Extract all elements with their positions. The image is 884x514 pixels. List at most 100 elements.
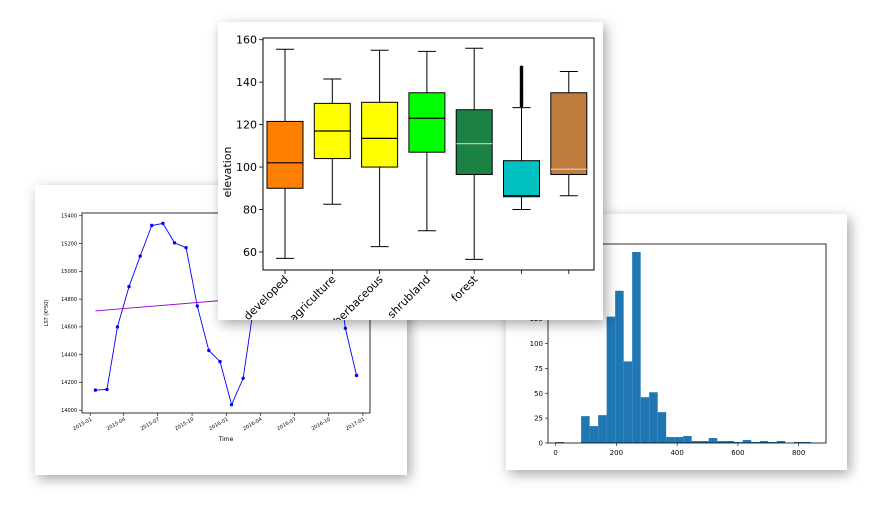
x-tick-label: agriculture: [287, 273, 339, 320]
box-iqr: [408, 92, 446, 153]
histogram-bar: [649, 392, 658, 443]
histogram-bar: [759, 441, 769, 443]
series-line: [344, 328, 358, 376]
box-element: [361, 49, 399, 248]
data-point: [115, 325, 120, 329]
histogram-bar: [776, 441, 786, 443]
y-tick-label: 15000: [61, 269, 77, 275]
box-iqr: [361, 101, 399, 168]
y-tick-label: 25: [534, 415, 543, 423]
histogram-bar: [793, 442, 803, 443]
histogram-bar: [598, 415, 607, 443]
y-tick-label: 15200: [61, 241, 77, 247]
y-tick-label: 0: [539, 440, 543, 448]
histogram-bar: [708, 438, 718, 443]
x-tick-label: 2015-07: [140, 417, 161, 433]
y-tick-label: 100: [236, 161, 257, 174]
box-element: [266, 48, 304, 259]
box-element: [550, 71, 588, 197]
elevation-boxplot-card: 60 80 100 120 140 160 developed agriculture her…: [218, 22, 603, 320]
x-tick-label: 2016-07: [276, 417, 297, 433]
data-point: [229, 402, 234, 407]
histogram-bar: [615, 290, 624, 443]
y-tick-label: 100: [530, 340, 543, 348]
y-axis-label: elevation: [221, 147, 234, 198]
histogram-bar: [734, 442, 743, 443]
data-point: [241, 376, 245, 380]
x-tick-label: 400: [670, 449, 683, 457]
y-tick-label: 60: [243, 246, 257, 259]
box-element: [503, 65, 540, 211]
x-tick-label: 0: [553, 449, 557, 457]
histogram-bar: [589, 426, 599, 443]
y-tick-label: 14800: [61, 297, 77, 303]
histogram-bar: [640, 397, 650, 443]
y-tick-label: 15400: [61, 214, 77, 220]
histogram-bar: [768, 442, 777, 443]
box-element: [313, 78, 351, 205]
y-tick-label: 50: [534, 390, 543, 398]
histogram-bar: [666, 437, 675, 443]
plot-frame: [547, 243, 827, 444]
data-point: [184, 246, 188, 250]
data-point: [172, 241, 177, 245]
data-point: [343, 326, 348, 330]
x-tick-label: 2017-01: [345, 417, 366, 433]
x-tick-label: 200: [610, 449, 623, 457]
histogram-bar: [717, 441, 726, 443]
outlier-point: [519, 65, 524, 70]
box-iqr: [503, 160, 540, 198]
x-tick-label: 2016-10: [310, 417, 331, 433]
lst-time-series-chart: 14000 14200 14400 14600 14800 15000 15200 15400…: [44, 212, 371, 443]
x-tick-label: 2015-01: [72, 417, 93, 433]
data-point: [354, 373, 359, 378]
y-tick-label: 120: [236, 119, 257, 132]
x-tick-label: 2015-10: [174, 417, 195, 433]
y-tick-label: 80: [243, 204, 257, 217]
x-tick-label: 600: [731, 449, 744, 457]
histogram-bar: [691, 441, 701, 443]
data-point: [138, 254, 142, 258]
histogram-bar: [623, 361, 633, 443]
y-axis-label: LST (K*50): [44, 300, 50, 327]
y-tick-label: 140: [236, 76, 257, 89]
x-tick-label: herbaceous: [331, 273, 386, 320]
histogram-bar: [632, 251, 641, 443]
x-tick-label: forest: [449, 272, 481, 304]
x-tick-label: developed: [241, 273, 291, 320]
box-iqr: [550, 92, 588, 175]
histogram-bar: [674, 437, 684, 443]
y-tick-label: 14000: [61, 408, 77, 414]
x-tick-label: 2016-04: [242, 417, 263, 433]
data-point: [218, 359, 222, 364]
box-iqr: [455, 109, 493, 175]
histogram-bar: [606, 316, 616, 443]
box-element: [455, 47, 493, 260]
plot-frame: [262, 37, 595, 271]
histogram-bar: [742, 440, 752, 443]
histogram-bar: [751, 442, 760, 443]
histogram-bar: [802, 442, 811, 443]
histogram-bar: [555, 442, 565, 443]
histogram-bar: [725, 441, 735, 443]
x-tick-label: 2015-04: [106, 417, 127, 433]
data-point: [207, 348, 211, 353]
y-tick-label: 14200: [61, 380, 77, 386]
box-element: [408, 50, 446, 232]
x-tick-label: 800: [792, 449, 805, 457]
y-tick-label: 160: [236, 34, 257, 47]
data-point: [105, 387, 109, 392]
histogram-bar: [581, 416, 590, 443]
histogram-bar: [700, 441, 709, 443]
x-tick-label: 2016-01: [208, 417, 229, 433]
x-axis-label: Time: [218, 436, 234, 443]
x-tick-label: shrubland: [385, 273, 433, 320]
data-point: [195, 304, 199, 308]
y-tick-label: 14400: [61, 352, 77, 358]
data-point: [161, 221, 165, 226]
histogram-bar: [657, 412, 667, 443]
data-point: [150, 223, 154, 228]
box-iqr: [266, 120, 304, 189]
histogram-bar: [683, 436, 692, 443]
